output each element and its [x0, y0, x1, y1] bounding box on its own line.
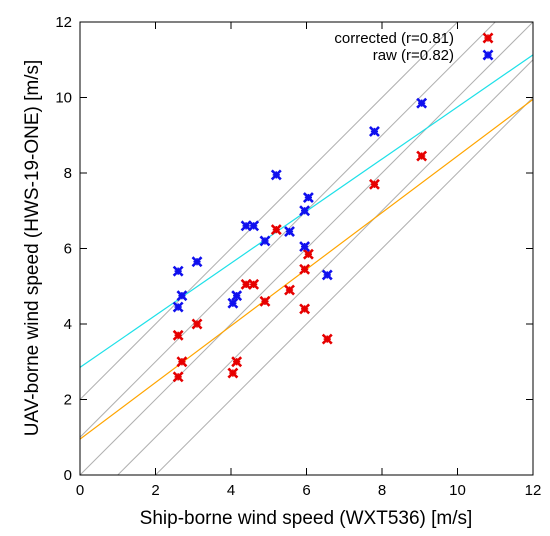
legend: corrected (r=0.81)raw (r=0.82)	[334, 30, 494, 64]
data-point-raw	[172, 301, 184, 313]
reference-line	[80, 22, 496, 438]
data-point-raw	[302, 192, 314, 203]
y-axis-title: UAV-borne wind speed (HWS-19-ONE) [m/s]	[22, 60, 43, 437]
legend-label: raw (r=0.82)	[373, 47, 454, 64]
y-tick-label: 6	[64, 241, 72, 258]
y-tick-label: 2	[64, 392, 72, 409]
data-point-raw	[240, 220, 252, 232]
x-tick-label: 8	[378, 482, 386, 499]
data-point-corrected	[416, 150, 428, 162]
x-tick-label: 0	[76, 482, 84, 499]
reference-line	[154, 97, 533, 475]
data-point-corrected	[227, 367, 239, 379]
x-tick-label: 6	[302, 482, 310, 499]
data-point-raw	[321, 269, 333, 281]
data-point-corrected	[240, 278, 252, 290]
data-point-corrected	[259, 295, 271, 307]
data-point-raw	[191, 256, 203, 268]
data-point-raw	[248, 220, 260, 232]
x-tick-label: 4	[227, 482, 235, 499]
x-tick-label: 10	[449, 482, 466, 499]
data-point-raw	[172, 265, 184, 277]
data-point-corrected	[176, 356, 188, 368]
legend-marker	[482, 49, 494, 61]
data-point-raw	[299, 241, 311, 253]
data-point-corrected	[299, 303, 311, 315]
x-tick-label: 12	[525, 482, 542, 499]
data-point-raw	[231, 290, 243, 302]
data-point-corrected	[248, 278, 260, 290]
data-point-raw	[270, 169, 282, 181]
x-tick-label: 2	[151, 482, 159, 499]
y-tick-label: 8	[64, 165, 72, 182]
data-point-raw	[284, 226, 295, 237]
data-point-raw	[227, 297, 239, 309]
data-point-raw	[176, 290, 188, 302]
data-point-corrected	[172, 329, 184, 341]
legend-marker	[482, 32, 494, 44]
legend-label: corrected (r=0.81)	[334, 30, 454, 47]
data-point-corrected	[321, 333, 333, 345]
data-point-raw	[299, 205, 311, 217]
data-point-corrected	[369, 178, 380, 190]
y-tick-label: 0	[64, 467, 72, 484]
data-point-raw	[259, 235, 271, 247]
data-points	[172, 97, 428, 383]
data-point-raw	[416, 97, 428, 109]
data-point-raw	[369, 126, 380, 137]
data-point-corrected	[231, 356, 243, 368]
y-tick-label: 4	[64, 316, 72, 333]
y-tick-label: 10	[55, 90, 72, 107]
data-point-corrected	[191, 318, 203, 330]
reference-line	[117, 59, 533, 475]
x-axis-title: Ship-borne wind speed (WXT536) [m/s]	[140, 508, 473, 529]
data-point-corrected	[299, 263, 311, 275]
reference-line	[80, 22, 459, 400]
data-point-corrected	[172, 371, 184, 383]
axis-ticks: 0 2 4 6 8 10 12 0 2 4 6 8 10 12	[55, 14, 541, 499]
y-tick-label: 12	[55, 14, 72, 31]
data-point-corrected	[270, 224, 282, 236]
data-point-corrected	[284, 284, 295, 296]
